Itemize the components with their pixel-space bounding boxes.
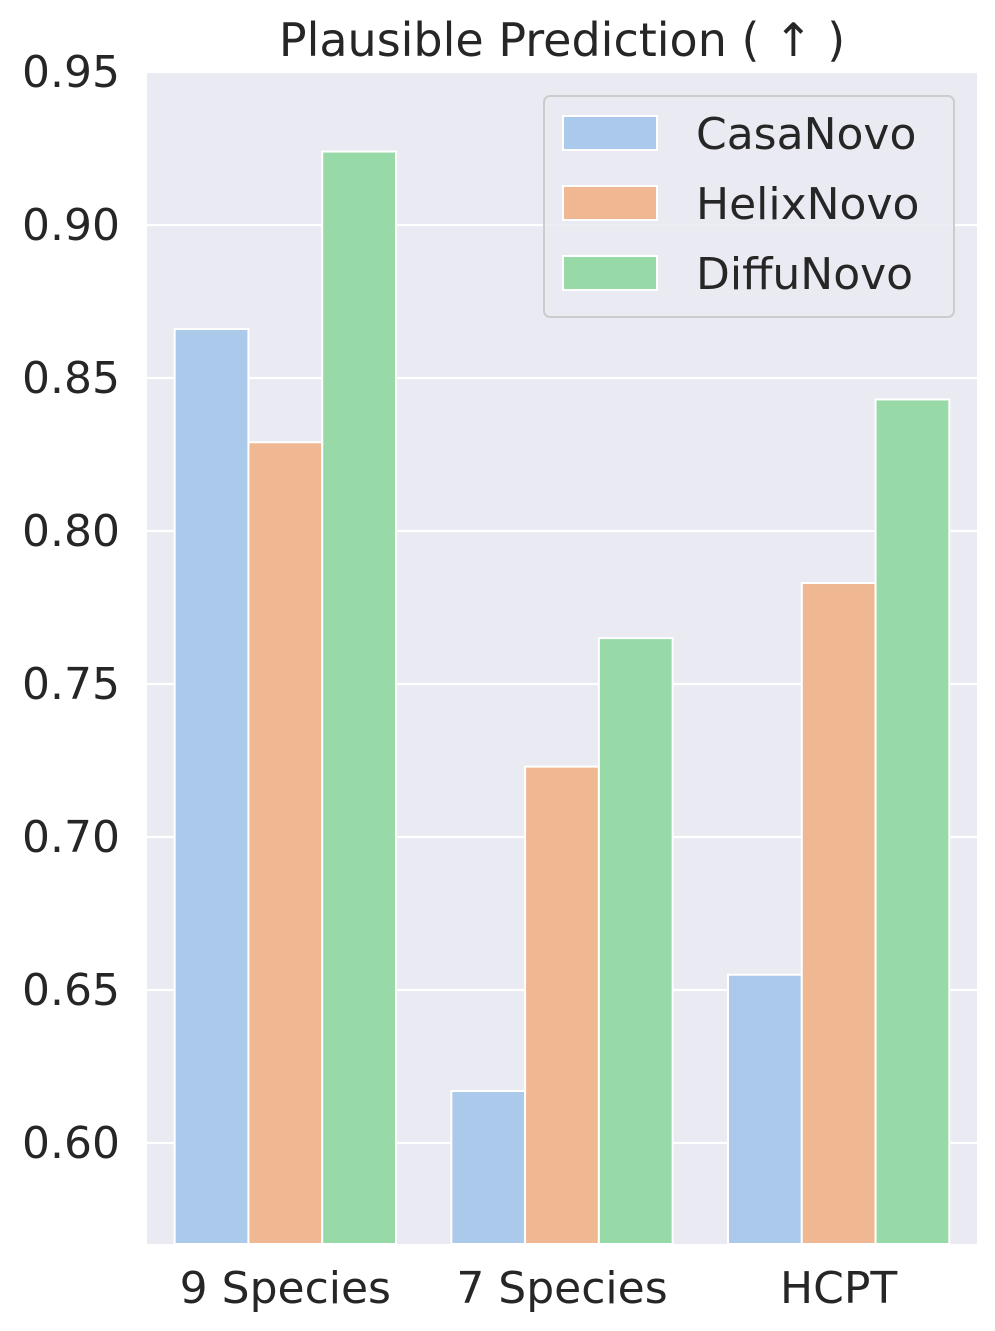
bar-helixnovo-2 — [800, 582, 877, 1245]
x-tick-label: 9 Species — [180, 1263, 391, 1314]
y-tick-label: 0.90 — [22, 200, 120, 251]
bar-diffunovo-2 — [874, 398, 951, 1245]
legend-swatch — [562, 185, 658, 221]
legend-label: CasaNovo — [696, 109, 916, 160]
legend-swatch — [562, 115, 658, 151]
y-tick-label: 0.70 — [22, 812, 120, 863]
legend-label: DiffuNovo — [696, 249, 913, 300]
y-tick-label: 0.95 — [22, 47, 120, 98]
y-tick-label: 0.75 — [22, 659, 120, 710]
bar-casanovo-1 — [450, 1089, 527, 1246]
y-tick-label: 0.60 — [22, 1118, 120, 1169]
bar-helixnovo-0 — [247, 441, 324, 1246]
bars — [173, 150, 951, 1246]
legend-swatch — [562, 255, 658, 291]
y-axis-ticks: 0.60 0.65 0.70 0.75 0.80 0.85 0.90 0.95 — [22, 47, 120, 1169]
bar-diffunovo-1 — [597, 637, 674, 1245]
bar-diffunovo-0 — [321, 150, 398, 1245]
bar-helixnovo-1 — [524, 765, 600, 1245]
bar-casanovo-2 — [727, 973, 803, 1245]
y-tick-label: 0.85 — [22, 353, 120, 404]
x-tick-label: 7 Species — [456, 1263, 667, 1314]
x-tick-label: HCPT — [780, 1263, 897, 1314]
legend-label: HelixNovo — [696, 179, 919, 230]
y-tick-label: 0.80 — [22, 506, 120, 557]
y-tick-label: 0.65 — [22, 965, 120, 1016]
legend: CasaNovo HelixNovo DiffuNovo — [543, 95, 955, 318]
x-axis-ticks: 9 Species 7 Species HCPT — [180, 1263, 898, 1314]
chart-title: Plausible Prediction ( ↑ ) — [279, 13, 845, 67]
bar-casanovo-0 — [173, 328, 250, 1245]
